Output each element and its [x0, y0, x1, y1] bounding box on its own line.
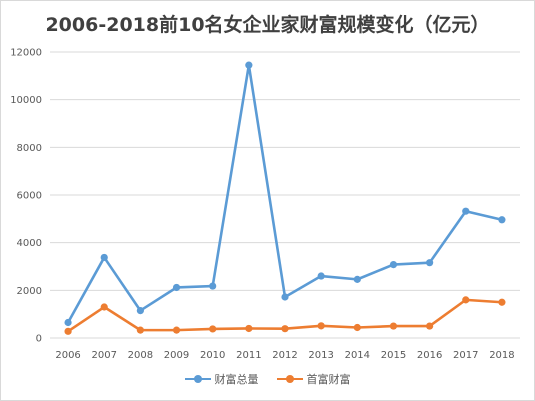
data-point [64, 327, 72, 335]
x-tick-label: 2013 [308, 350, 333, 361]
data-point [317, 322, 325, 330]
y-tick-label: 8000 [17, 143, 42, 154]
gridlines [50, 51, 520, 339]
x-tick-label: 2010 [200, 350, 225, 361]
y-tick-label: 4000 [17, 238, 42, 249]
series-group [64, 61, 506, 335]
data-point [426, 322, 434, 330]
legend-item-series-1: 财富总量 [184, 371, 259, 387]
data-point [172, 283, 181, 292]
data-point [100, 303, 108, 311]
x-tick-label: 2018 [489, 350, 514, 361]
y-axis: 0 2000 4000 6000 8000 10000 12000 [10, 48, 42, 345]
x-tick-label: 2008 [128, 350, 153, 361]
y-tick-label: 2000 [17, 286, 42, 297]
data-point [64, 318, 72, 327]
data-point [245, 61, 253, 69]
x-tick-label: 2009 [164, 350, 189, 361]
legend-swatch-series-1 [184, 374, 211, 384]
data-point [136, 306, 144, 315]
y-tick-label: 0 [36, 334, 42, 345]
chart-title: 2006-2018前10名女企业家财富规模变化（亿元） [45, 14, 490, 36]
data-point [389, 260, 398, 269]
legend-swatch-series-2 [276, 374, 303, 384]
legend: 财富总量 首富财富 [0, 371, 535, 387]
data-point [462, 207, 470, 215]
data-point [245, 324, 253, 333]
legend-label-series-2: 首富财富 [306, 373, 351, 386]
x-tick-label: 2011 [236, 350, 261, 361]
data-point [498, 216, 506, 224]
data-point [498, 298, 506, 306]
x-tick-label: 2006 [55, 350, 80, 361]
data-point [462, 296, 470, 304]
x-tick-label: 2007 [92, 350, 117, 361]
data-point [317, 272, 325, 280]
data-point [353, 275, 361, 283]
data-point [209, 282, 217, 290]
data-point [389, 322, 398, 330]
legend-label-series-1: 财富总量 [214, 373, 259, 386]
x-tick-label: 2014 [345, 350, 370, 361]
x-tick-label: 2017 [453, 350, 478, 361]
y-tick-label: 6000 [17, 191, 42, 202]
series-line [66, 63, 503, 324]
series-2 [64, 296, 506, 335]
y-tick-label: 12000 [10, 48, 42, 59]
data-point [281, 325, 289, 333]
x-axis: 2006 2007 2008 2009 2010 2011 2012 2013 2014 2015… [55, 350, 514, 361]
x-tick-label: 2016 [417, 350, 442, 361]
series-1 [64, 61, 506, 327]
legend-item-series-2: 首富财富 [276, 371, 351, 387]
data-point [353, 323, 361, 332]
data-point [172, 326, 181, 334]
data-point [281, 293, 289, 301]
x-tick-label: 2015 [381, 350, 406, 361]
data-point [426, 259, 434, 267]
data-point [136, 326, 144, 334]
x-tick-label: 2012 [272, 350, 297, 361]
data-point [100, 253, 108, 262]
data-point [209, 325, 217, 333]
y-tick-label: 10000 [10, 95, 42, 106]
